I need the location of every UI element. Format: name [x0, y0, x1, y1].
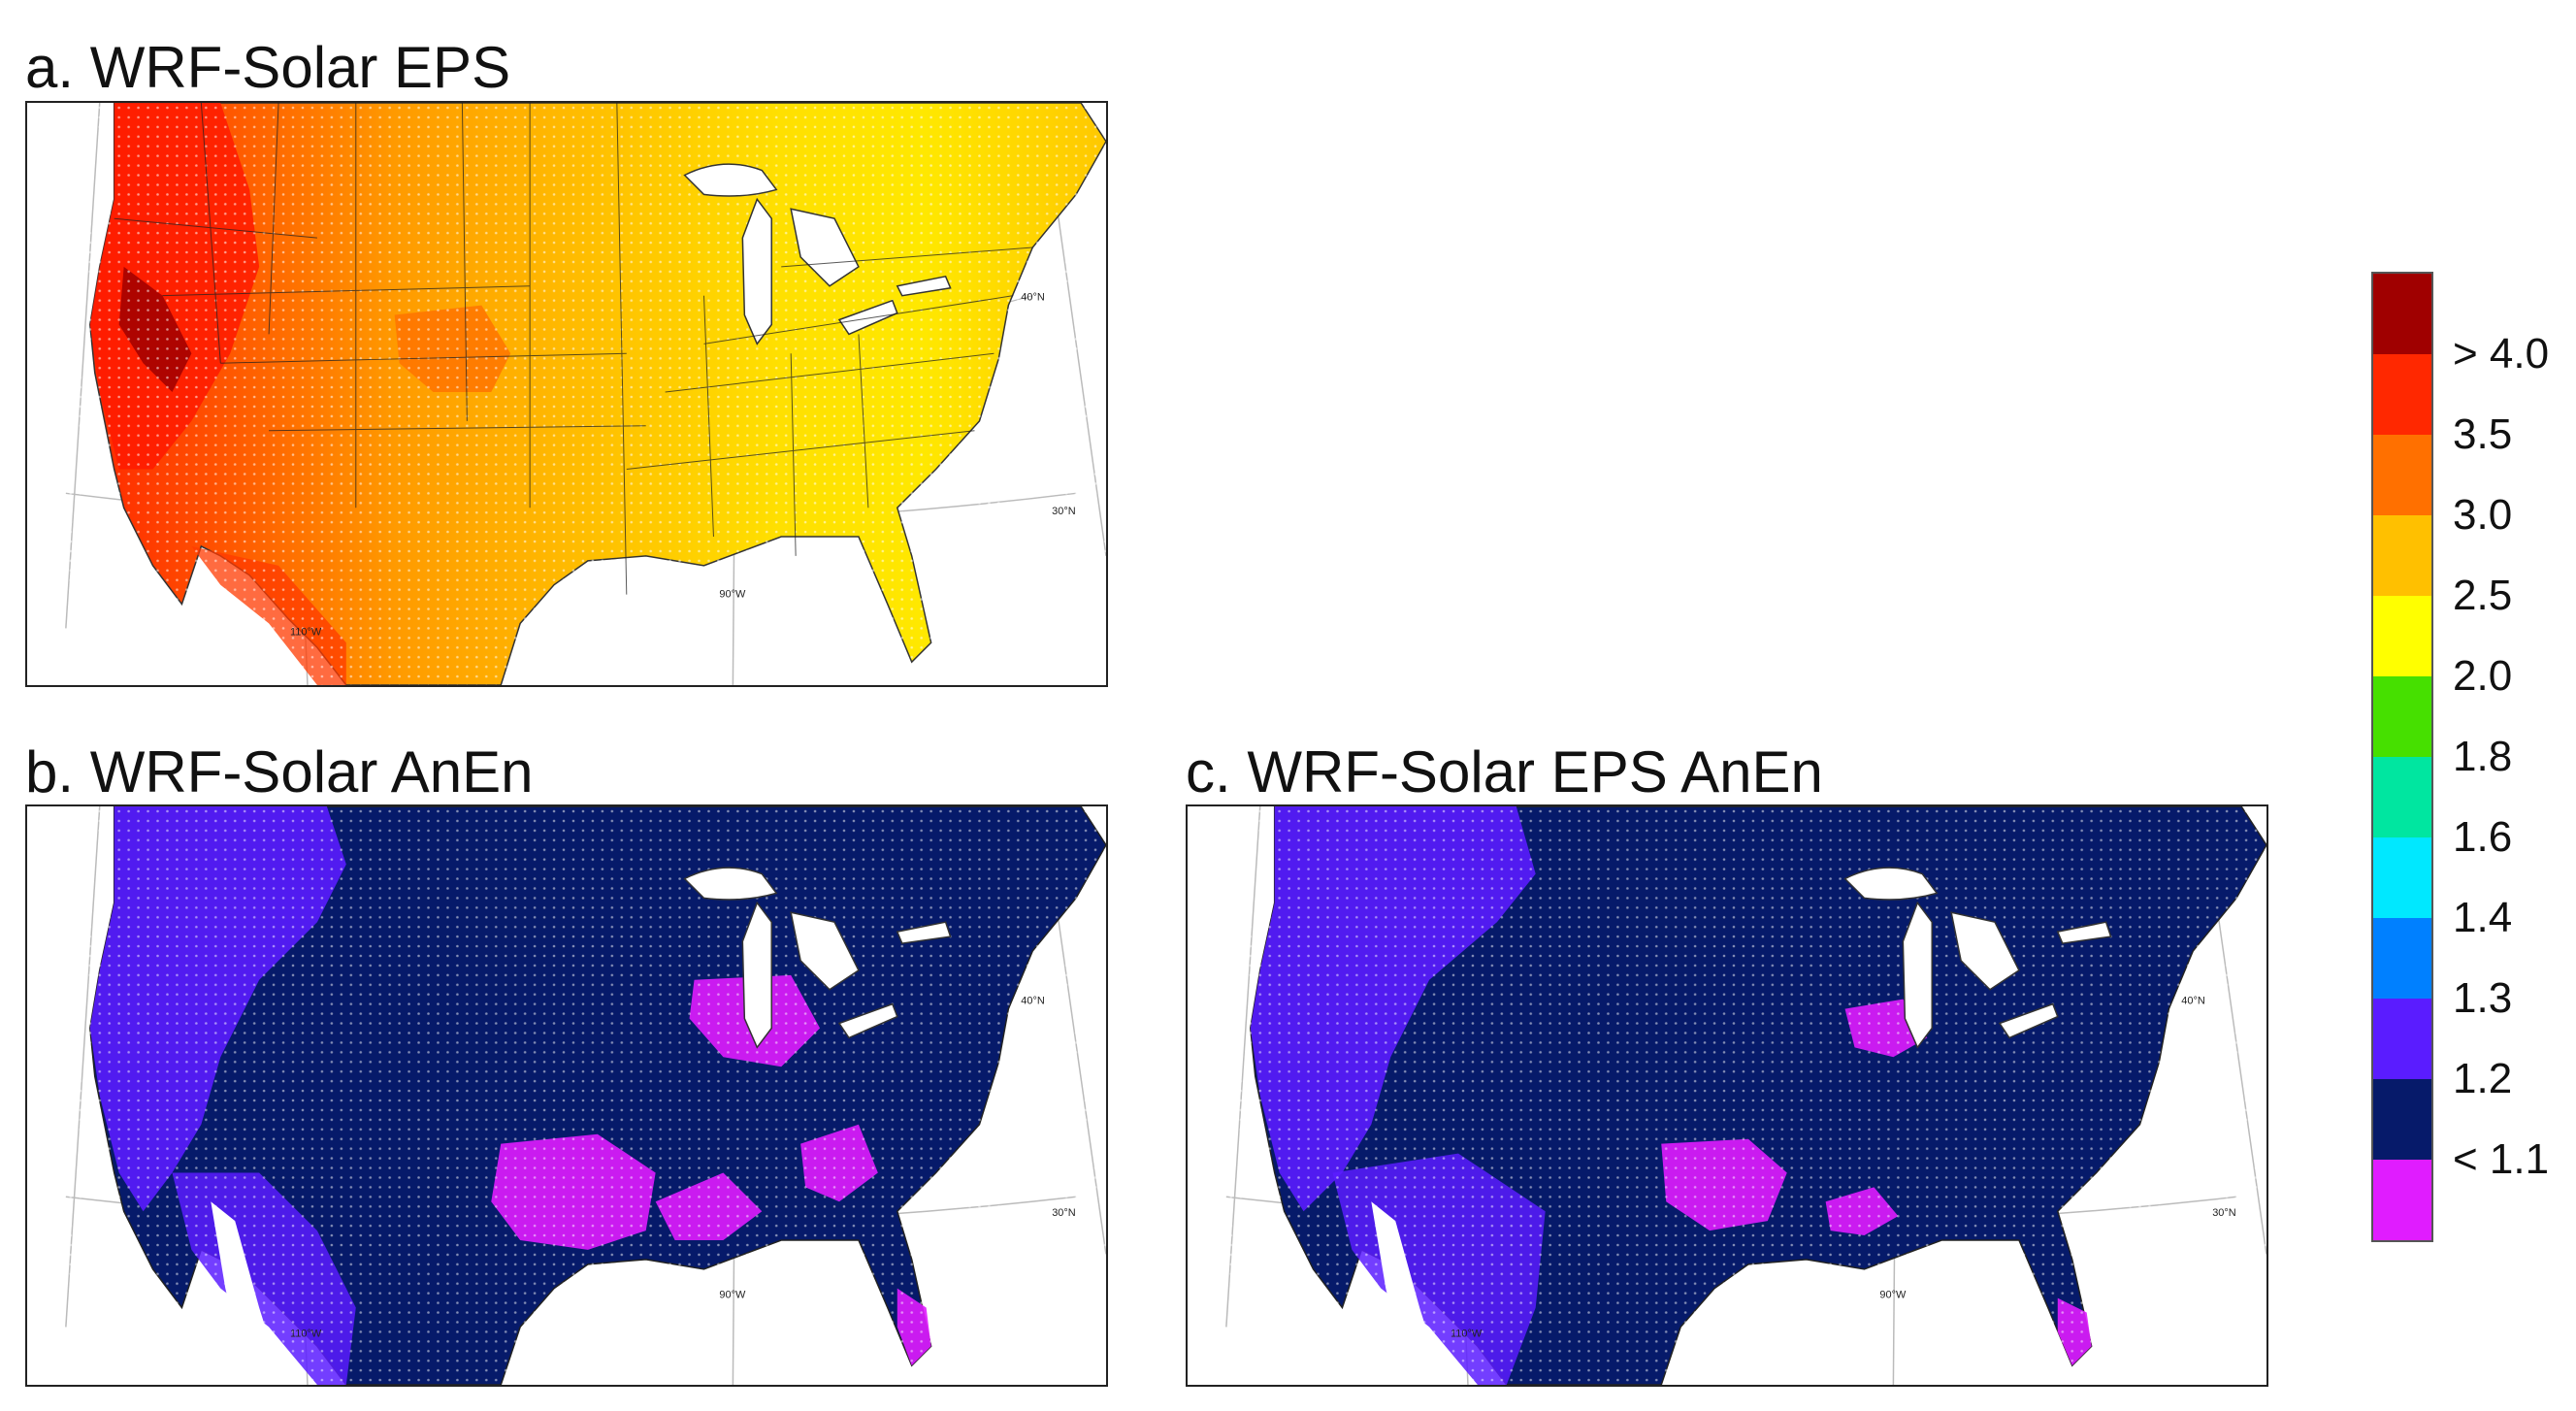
map-b-svg: 40°N 30°N 90°W 110°W — [27, 806, 1106, 1385]
great-lakes — [1843, 867, 2112, 1049]
colorbar-label: 1.4 — [2453, 894, 2513, 941]
colorbar-segment — [2373, 596, 2431, 676]
colorbar-segment — [2373, 837, 2431, 918]
map-panel-b: 40°N 30°N 90°W 110°W — [25, 804, 1108, 1387]
lat-40-label: 40°N — [1021, 292, 1044, 304]
colorbar-segment — [2373, 676, 2431, 757]
baja-gap — [211, 1201, 284, 1385]
colorbar — [2371, 272, 2433, 1242]
colorbar-segment — [2373, 435, 2431, 515]
grid-dots — [1188, 806, 2266, 1385]
colorbar-segment — [2373, 274, 2431, 354]
lat-40-label: 40°N — [1021, 996, 1044, 1007]
lon-90-label: 90°W — [719, 589, 746, 601]
lat-40-label: 40°N — [2181, 996, 2204, 1007]
colorbar-label: 3.5 — [2453, 410, 2513, 458]
map-panel-a: 40°N 30°N 90°W 110°W — [25, 101, 1108, 687]
colorbar-label: 2.0 — [2453, 652, 2513, 700]
colorbar-label: > 4.0 — [2453, 330, 2550, 377]
state-borders — [114, 103, 1033, 595]
lon-90-label: 90°W — [719, 1290, 746, 1301]
panel-a-title: a. WRF-Solar EPS — [25, 35, 511, 100]
map-panel-c: 40°N 30°N 90°W 110°W — [1186, 804, 2268, 1387]
lon-90-label: 90°W — [1879, 1290, 1907, 1301]
baja-gap — [1371, 1201, 1445, 1385]
colorbar-label: 1.8 — [2453, 733, 2513, 780]
colorbar-segment — [2373, 354, 2431, 435]
colorbar-label: < 1.1 — [2453, 1135, 2550, 1183]
colorbar-label: 1.6 — [2453, 813, 2513, 861]
colorbar-label: 1.2 — [2453, 1055, 2513, 1102]
lon-110-label: 110°W — [290, 1328, 322, 1339]
map-a-svg: 40°N 30°N 90°W 110°W — [27, 103, 1106, 685]
great-lakes — [683, 867, 952, 1049]
colorbar-segment — [2373, 757, 2431, 837]
colorbar-segment — [2373, 515, 2431, 596]
lat-30-label: 30°N — [1052, 506, 1075, 517]
lon-110-label: 110°W — [290, 626, 322, 638]
grid-dots — [27, 103, 1106, 685]
great-lakes — [683, 163, 952, 345]
lon-110-label: 110°W — [1451, 1328, 1483, 1339]
map-c-svg: 40°N 30°N 90°W 110°W — [1188, 806, 2266, 1385]
colorbar-segment — [2373, 999, 2431, 1079]
panel-b-title: b. WRF-Solar AnEn — [25, 739, 534, 804]
colorbar-segment — [2373, 918, 2431, 999]
panel-c-title: c. WRF-Solar EPS AnEn — [1186, 739, 1823, 804]
colorbar-segment — [2373, 1079, 2431, 1160]
lat-30-label: 30°N — [2212, 1207, 2235, 1219]
lat-30-label: 30°N — [1052, 1207, 1075, 1219]
colorbar-label: 1.3 — [2453, 974, 2513, 1022]
colorbar-segment — [2373, 1160, 2431, 1240]
colorbar-label: 2.5 — [2453, 572, 2513, 619]
colorbar-label: 3.0 — [2453, 491, 2513, 539]
grid-dots — [27, 806, 1106, 1385]
